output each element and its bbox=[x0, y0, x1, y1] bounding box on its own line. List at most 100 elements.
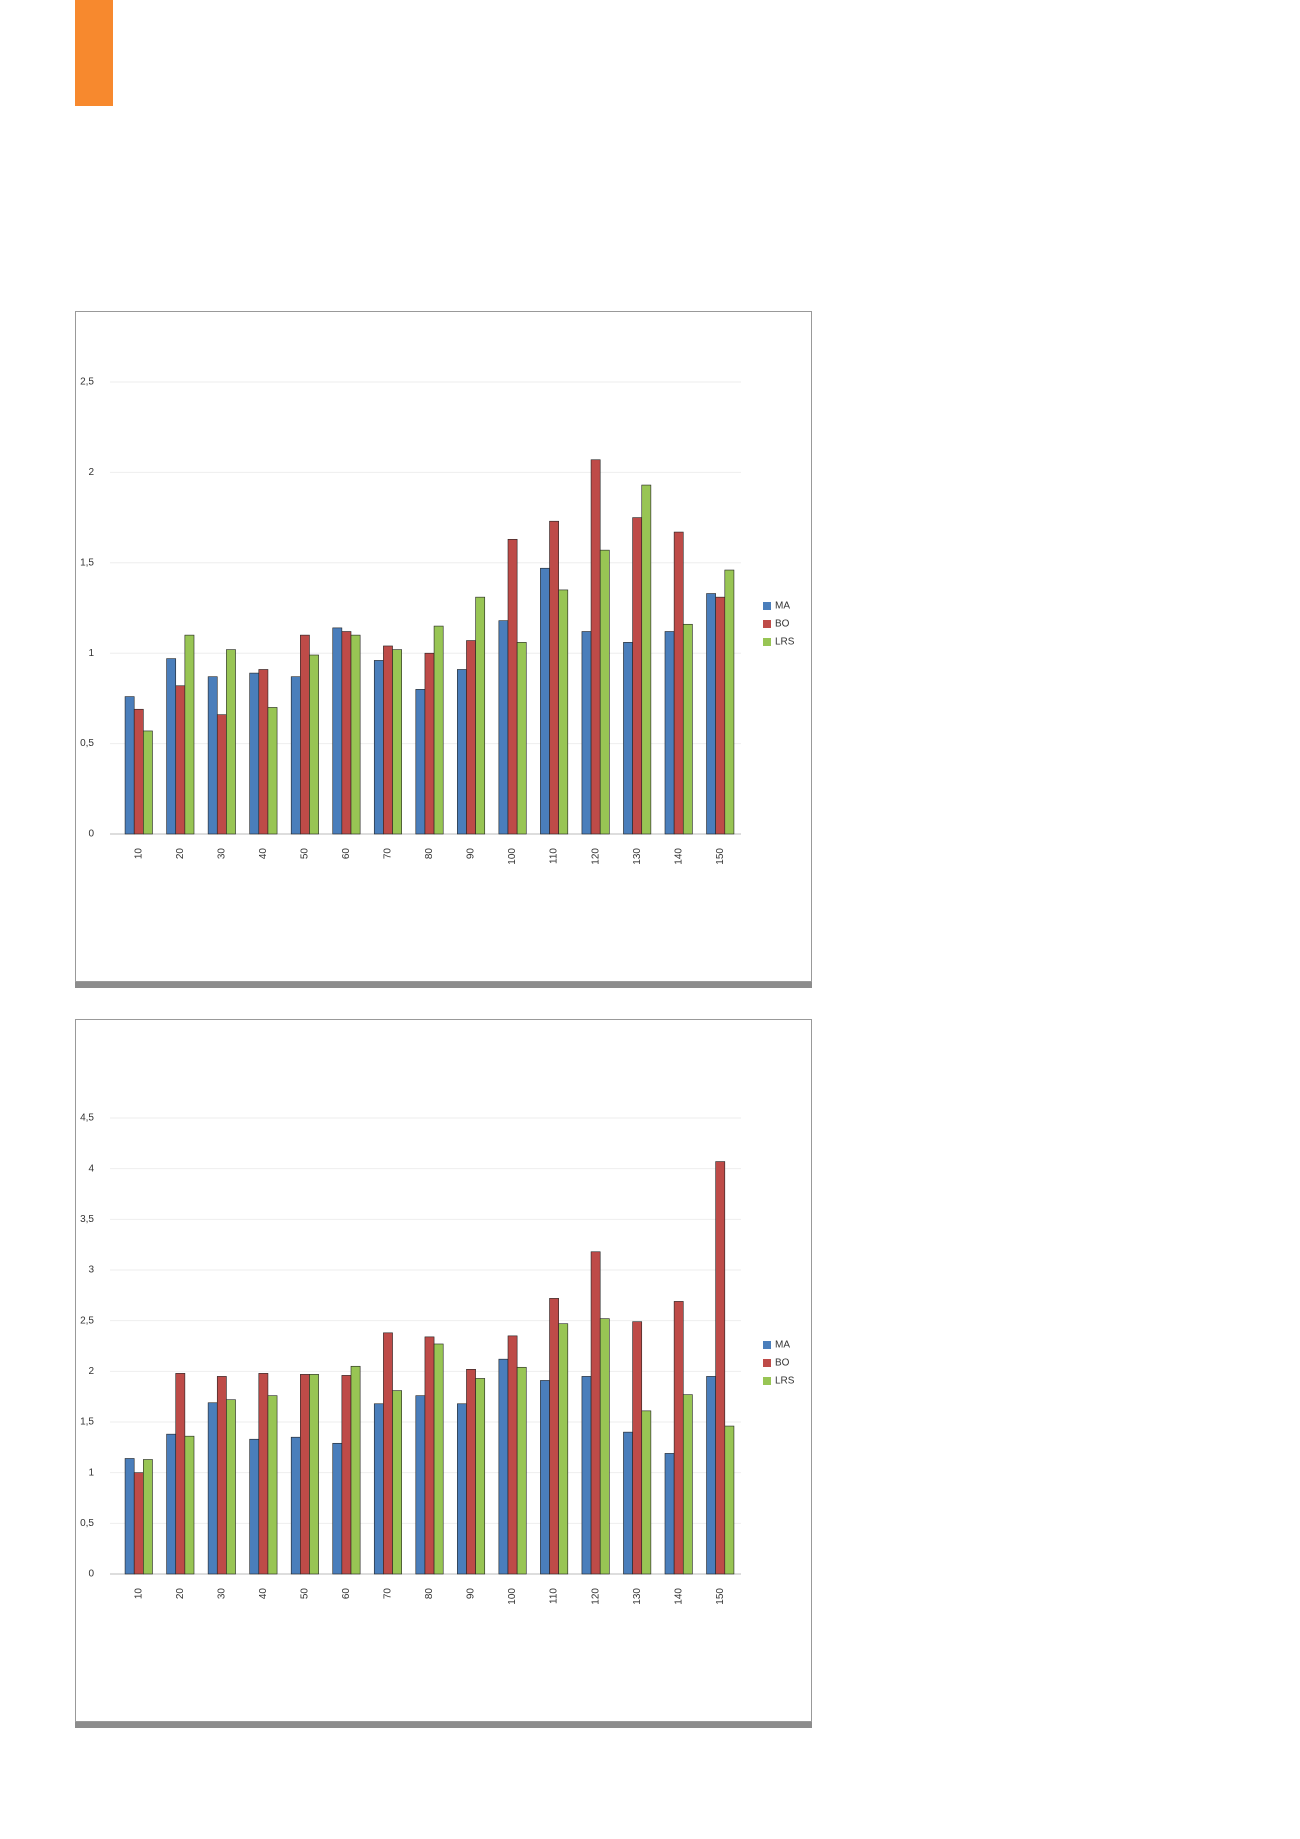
bar bbox=[590, 459, 601, 835]
legend-label: MA bbox=[775, 601, 790, 612]
x-tick-label: 30 bbox=[216, 848, 227, 860]
x-tick-label: 40 bbox=[258, 848, 269, 860]
bar bbox=[516, 1366, 527, 1575]
x-tick-label: 80 bbox=[424, 1588, 435, 1600]
bar bbox=[184, 634, 195, 835]
x-tick-label: 50 bbox=[300, 1588, 311, 1600]
y-tick-label: 0,5 bbox=[80, 1518, 94, 1529]
x-tick-label: 110 bbox=[549, 1588, 560, 1604]
bar bbox=[706, 1376, 716, 1575]
legend-swatch bbox=[763, 638, 771, 646]
bar bbox=[673, 1301, 684, 1575]
legend-label: MA bbox=[775, 1340, 790, 1351]
x-tick-label: 90 bbox=[466, 1588, 477, 1600]
bar bbox=[332, 1442, 343, 1575]
x-tick-label: 60 bbox=[341, 1588, 352, 1600]
bar bbox=[143, 1459, 153, 1575]
bar bbox=[290, 676, 301, 835]
bar bbox=[350, 634, 361, 835]
bar bbox=[415, 1395, 426, 1575]
y-tick-label: 0 bbox=[88, 829, 94, 840]
bar bbox=[599, 549, 610, 835]
bar bbox=[664, 631, 675, 835]
panel-shadow bbox=[75, 982, 812, 988]
y-tick-label: 4 bbox=[88, 1163, 94, 1174]
bar bbox=[424, 1336, 435, 1575]
bar bbox=[143, 730, 153, 835]
x-tick-label: 70 bbox=[383, 848, 394, 860]
x-tick-label: 100 bbox=[507, 848, 518, 865]
bar bbox=[498, 620, 509, 835]
x-tick-label: 10 bbox=[133, 848, 144, 860]
bar bbox=[226, 1399, 236, 1575]
y-tick-label: 2,5 bbox=[80, 377, 94, 388]
bar bbox=[258, 669, 269, 835]
bar bbox=[581, 1376, 592, 1575]
y-tick-label: 3,5 bbox=[80, 1214, 94, 1225]
bar bbox=[433, 1343, 444, 1575]
bar bbox=[249, 1438, 260, 1575]
bar bbox=[341, 631, 352, 835]
y-tick-label: 2,5 bbox=[80, 1315, 94, 1326]
legend-label: BO bbox=[775, 1358, 790, 1369]
x-tick-label: 120 bbox=[590, 848, 601, 865]
x-tick-label: 70 bbox=[383, 1588, 394, 1600]
bar bbox=[549, 520, 559, 835]
legend-swatch bbox=[763, 620, 771, 628]
bar bbox=[415, 689, 426, 835]
x-tick-label: 150 bbox=[715, 1588, 726, 1605]
bar bbox=[133, 708, 144, 835]
bar bbox=[267, 707, 278, 835]
bar bbox=[475, 1378, 486, 1575]
bar bbox=[623, 642, 633, 835]
bar bbox=[498, 1358, 509, 1575]
y-tick-label: 2 bbox=[88, 467, 94, 478]
bar bbox=[300, 634, 310, 835]
bar bbox=[632, 1321, 643, 1575]
x-tick-label: 150 bbox=[715, 848, 726, 865]
x-tick-label: 130 bbox=[632, 1588, 643, 1605]
bar bbox=[466, 640, 476, 835]
bar bbox=[641, 1410, 652, 1575]
y-tick-label: 0 bbox=[88, 1569, 94, 1580]
orange-tab bbox=[75, 0, 113, 106]
bar bbox=[290, 1436, 301, 1575]
bar bbox=[581, 631, 592, 835]
bar bbox=[664, 1453, 675, 1575]
bar bbox=[133, 1472, 144, 1575]
x-tick-label: 20 bbox=[175, 848, 186, 860]
bar bbox=[383, 1332, 393, 1575]
x-tick-label: 110 bbox=[549, 848, 560, 864]
bar bbox=[516, 642, 527, 835]
bar bbox=[267, 1395, 278, 1575]
y-tick-label: 4,5 bbox=[80, 1113, 94, 1124]
bar bbox=[590, 1251, 601, 1575]
legend-swatch bbox=[763, 1377, 771, 1385]
bar bbox=[373, 1403, 384, 1575]
x-tick-label: 60 bbox=[341, 848, 352, 860]
bar bbox=[207, 676, 218, 835]
bar bbox=[540, 1380, 550, 1575]
x-tick-label: 100 bbox=[507, 1588, 518, 1605]
y-tick-label: 0,5 bbox=[80, 738, 94, 749]
bar bbox=[641, 484, 652, 835]
bar bbox=[175, 1373, 186, 1575]
bar bbox=[623, 1431, 633, 1575]
bar bbox=[166, 1433, 177, 1575]
x-tick-label: 140 bbox=[673, 1588, 684, 1605]
legend-swatch bbox=[763, 1341, 771, 1349]
x-tick-label: 40 bbox=[258, 1588, 269, 1600]
panel-shadow bbox=[75, 1722, 812, 1728]
legend-swatch bbox=[763, 602, 771, 610]
legend-label: BO bbox=[775, 619, 790, 630]
bar bbox=[715, 1161, 726, 1575]
legend-swatch bbox=[763, 1359, 771, 1367]
bar bbox=[216, 714, 227, 835]
y-tick-label: 1 bbox=[88, 648, 94, 659]
y-tick-label: 1 bbox=[88, 1467, 94, 1478]
bar bbox=[715, 596, 726, 835]
bar bbox=[507, 538, 518, 835]
bar bbox=[124, 1458, 135, 1575]
bar bbox=[433, 625, 444, 835]
